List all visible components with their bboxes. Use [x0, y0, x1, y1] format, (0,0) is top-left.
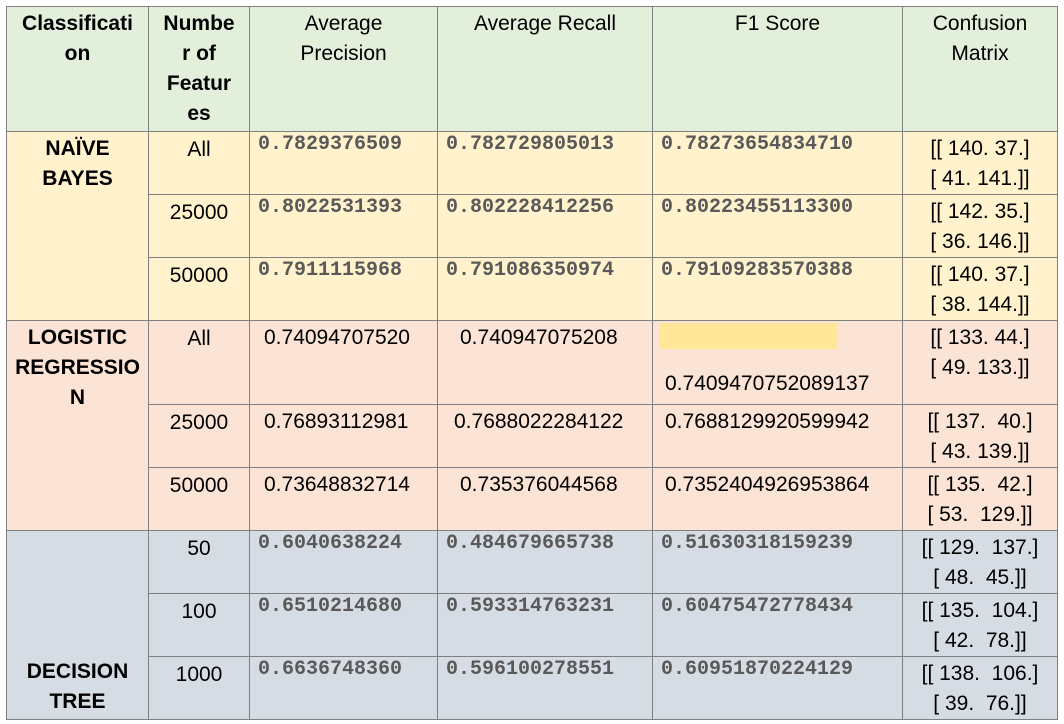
header-confusion-matrix: Confusion Matrix — [902, 6, 1058, 132]
table-row: 25000 0.8022531393 0.802228412256 0.8022… — [7, 194, 1058, 258]
f1-cell: 0.79109283570388 — [652, 257, 903, 321]
features-cell: 1000 — [148, 656, 250, 720]
features-cell: 50 — [148, 530, 250, 594]
table-row: DECISION TREE 50 0.6040638224 0.48467966… — [6, 530, 1058, 720]
precision-cell: 0.7911115968 — [249, 257, 438, 321]
confusion-cell: [[ 140. 37.] [ 41. 141.]] — [902, 131, 1058, 195]
recall-cell: 0.593314763231 — [437, 593, 653, 657]
f1-cell: 0.7352404926953864 — [652, 467, 903, 531]
confusion-row-2: [ 49. 133.]] — [930, 356, 1030, 379]
recall-cell: 0.802228412256 — [437, 194, 653, 258]
confusion-cell: [[ 138. 106.] [ 39. 76.]] — [902, 656, 1058, 720]
confusion-row-1: [[ 129. 137.] — [921, 536, 1039, 559]
header-row: Classificati on Numbe r of Featur es Ave… — [6, 6, 1058, 132]
confusion-cell: [[ 135. 104.] [ 42. 78.]] — [902, 593, 1058, 657]
precision-cell: 0.73648832714 — [249, 467, 438, 531]
confusion-cell: [[ 140. 37.] [ 38. 144.]] — [902, 257, 1058, 321]
results-table: Classificati on Numbe r of Featur es Ave… — [6, 6, 1058, 720]
confusion-cell: [[ 129. 137.] [ 48. 45.]] — [902, 530, 1058, 594]
confusion-row-2: [ 43. 139.]] — [930, 440, 1030, 463]
confusion-row-2: [ 39. 76.]] — [933, 692, 1027, 715]
precision-cell: 0.74094707520 — [249, 320, 438, 405]
confusion-row-1: [[ 140. 37.] — [930, 263, 1030, 286]
features-cell: 25000 — [148, 404, 250, 468]
recall-cell: 0.740947075208 — [437, 320, 653, 405]
f1-cell: 0.7688129920599942 — [652, 404, 903, 468]
recall-cell: 0.484679665738 — [437, 530, 653, 594]
classifier-decision-tree: DECISION TREE — [6, 530, 149, 720]
features-cell: 50000 — [148, 257, 250, 321]
confusion-row-2: [ 38. 144.]] — [930, 293, 1030, 316]
recall-cell: 0.735376044568 — [437, 467, 653, 531]
confusion-row-1: [[ 133. 44.] — [930, 326, 1030, 349]
f1-cell: 0.60475472778434 — [652, 593, 903, 657]
confusion-cell: [[ 137. 40.] [ 43. 139.]] — [902, 404, 1058, 468]
confusion-row-1: [[ 138. 106.] — [921, 662, 1039, 685]
confusion-cell: [[ 133. 44.] [ 49. 133.]] — [902, 320, 1058, 405]
table-row: 1000 0.6636748360 0.596100278551 0.60951… — [7, 656, 1058, 720]
classifier-naive-bayes: NAÏVE BAYES — [6, 131, 149, 321]
header-f1-score: F1 Score — [652, 6, 903, 132]
features-cell: 50000 — [148, 467, 250, 531]
f1-cell: 0.78273654834710 — [652, 131, 903, 195]
confusion-cell: [[ 142. 35.] [ 36. 146.]] — [902, 194, 1058, 258]
header-average-precision: Average Precision — [249, 6, 438, 132]
precision-cell: 0.76893112981 — [249, 404, 438, 468]
precision-cell: 0.6636748360 — [249, 656, 438, 720]
confusion-row-1: [[ 137. 40.] — [927, 410, 1033, 433]
header-average-recall: Average Recall — [437, 6, 653, 132]
table-row: 100 0.6510214680 0.593314763231 0.604754… — [7, 593, 1058, 657]
table-row: LOGISTIC REGRESSIO N All 0.74094707520 0… — [6, 320, 1058, 531]
classifier-decision-tree-label: DECISION TREE — [26, 660, 129, 713]
f1-cell: 0.7409470752089137 — [652, 320, 903, 405]
confusion-row-1: [[ 142. 35.] — [930, 200, 1030, 223]
table-row: 50000 0.7911115968 0.791086350974 0.7910… — [7, 257, 1058, 321]
precision-cell: 0.7829376509 — [249, 131, 438, 195]
highlight-mark — [659, 323, 837, 349]
table-row: 25000 0.76893112981 0.7688022284122 0.76… — [7, 404, 1058, 468]
features-cell: 25000 — [148, 194, 250, 258]
confusion-row-2: [ 53. 129.]] — [927, 503, 1033, 526]
recall-cell: 0.7688022284122 — [437, 404, 653, 468]
confusion-row-1: [[ 135. 104.] — [921, 599, 1039, 622]
recall-cell: 0.791086350974 — [437, 257, 653, 321]
precision-cell: 0.6510214680 — [249, 593, 438, 657]
f1-cell: 0.51630318159239 — [652, 530, 903, 594]
precision-cell: 0.6040638224 — [249, 530, 438, 594]
recall-cell: 0.782729805013 — [437, 131, 653, 195]
classifier-logistic-regression: LOGISTIC REGRESSIO N — [6, 320, 149, 531]
f1-cell: 0.80223455113300 — [652, 194, 903, 258]
header-classification: Classificati on — [6, 6, 149, 132]
table-row: NAÏVE BAYES All 0.7829376509 0.782729805… — [6, 131, 1058, 321]
f1-value: 0.7409470752089137 — [665, 372, 870, 395]
features-cell: All — [148, 320, 250, 405]
confusion-row-2: [ 41. 141.]] — [930, 167, 1030, 190]
table-row: 50000 0.73648832714 0.735376044568 0.735… — [7, 467, 1058, 531]
confusion-row-2: [ 42. 78.]] — [933, 629, 1027, 652]
confusion-row-2: [ 36. 146.]] — [930, 230, 1030, 253]
confusion-row-2: [ 48. 45.]] — [933, 566, 1027, 589]
confusion-row-1: [[ 135. 42.] — [927, 473, 1033, 496]
recall-cell: 0.596100278551 — [437, 656, 653, 720]
precision-cell: 0.8022531393 — [249, 194, 438, 258]
features-cell: 100 — [148, 593, 250, 657]
f1-cell: 0.60951870224129 — [652, 656, 903, 720]
confusion-cell: [[ 135. 42.] [ 53. 129.]] — [902, 467, 1058, 531]
header-number-of-features: Numbe r of Featur es — [148, 6, 250, 132]
confusion-row-1: [[ 140. 37.] — [930, 137, 1030, 160]
features-cell: All — [148, 131, 250, 195]
